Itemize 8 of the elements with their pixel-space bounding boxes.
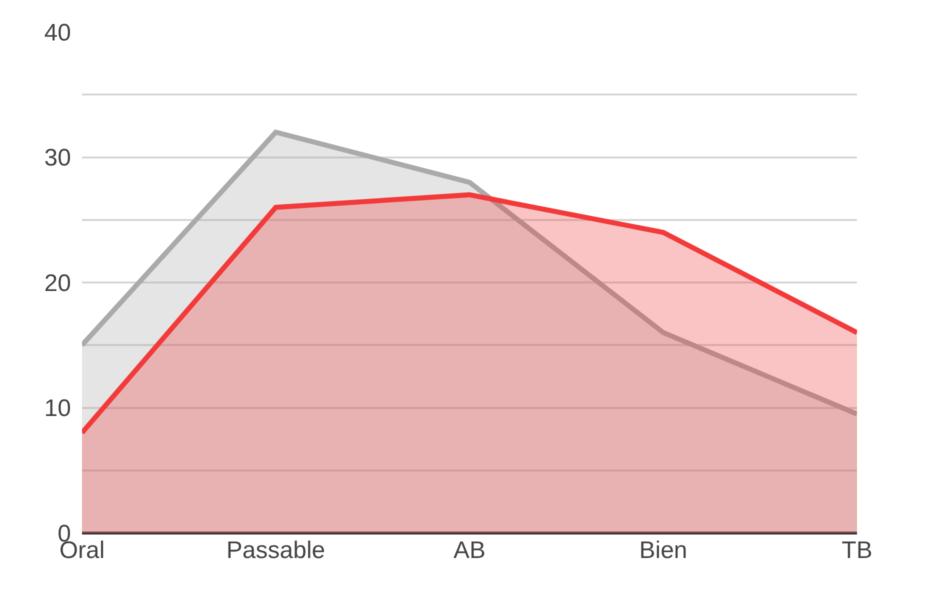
x-tick-label: TB — [842, 537, 872, 564]
y-tick-label: 40 — [44, 19, 71, 46]
x-tick-label: Passable — [226, 537, 326, 564]
x-tick-label: Bien — [639, 537, 688, 564]
y-tick-label: 10 — [44, 395, 71, 422]
x-tick-label: AB — [453, 537, 486, 564]
y-tick-label: 30 — [44, 144, 71, 172]
y-tick-label: 20 — [44, 270, 71, 297]
